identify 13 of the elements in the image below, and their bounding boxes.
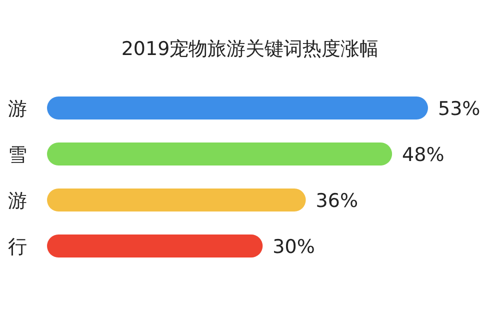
data-label: 48%: [402, 144, 444, 166]
y-tick-label: 游: [8, 98, 27, 120]
bar: [47, 96, 428, 120]
data-label: 53%: [438, 98, 480, 120]
bar: [47, 234, 263, 258]
bar: [47, 188, 306, 212]
chart-title: 2019宠物旅游关键词热度涨幅: [121, 38, 379, 60]
bar: [47, 142, 392, 166]
data-label: 30%: [272, 236, 315, 258]
y-tick-label: 游: [8, 190, 27, 212]
data-label: 36%: [316, 190, 358, 212]
y-tick-label: 行: [8, 236, 27, 258]
y-tick-label: 雪: [8, 144, 27, 166]
